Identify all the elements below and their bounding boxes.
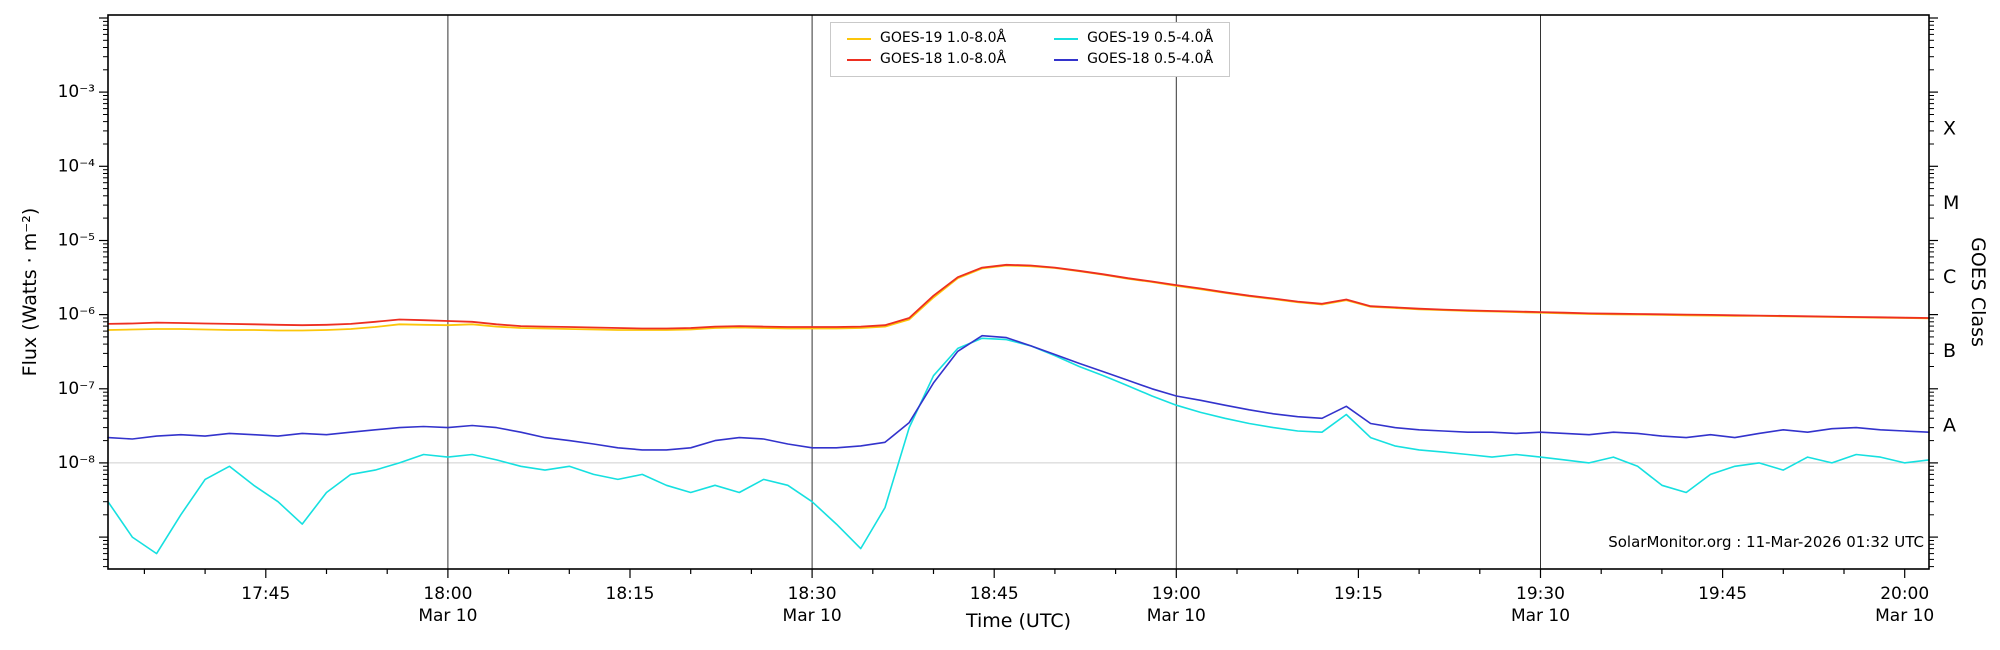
x-tick-date-label: Mar 10 <box>418 606 477 626</box>
goes-class-label: M <box>1943 192 1959 214</box>
series-line-goes-18-1-0-8-0 <box>107 263 1930 330</box>
y-tick-label: 10⁻⁸ <box>58 453 96 473</box>
legend-item-label: GOES-18 1.0-8.0Å <box>880 51 1007 68</box>
watermark: SolarMonitor.org : 11-Mar-2026 01:32 UTC <box>1608 533 1924 551</box>
legend-swatch-icon <box>1054 59 1079 62</box>
goes-class-label: A <box>1943 414 1956 436</box>
legend-item-label: GOES-19 0.5-4.0Å <box>1087 30 1214 46</box>
plot-border <box>107 14 1930 570</box>
goes-class-label: X <box>1943 118 1956 140</box>
right-axis-title: GOES Class <box>1967 237 1989 347</box>
y-tick-label: 10⁻⁷ <box>58 379 96 399</box>
legend-item-goes-19-1-0-8-0: GOES-19 1.0-8.0Å <box>847 30 1007 46</box>
legend: GOES-19 1.0-8.0Å GOES-18 1.0-8.0Å GOES-19 … <box>830 22 1231 77</box>
x-tick-label: 18:00 <box>423 584 472 604</box>
x-tick-label: 19:30 <box>1516 584 1565 604</box>
x-tick-label: 18:45 <box>970 584 1019 604</box>
x-axis-title: Time (UTC) <box>965 610 1072 632</box>
x-tick-label: 17:45 <box>241 584 290 604</box>
x-tick-date-label: Mar 10 <box>783 606 842 626</box>
goes-class-label: C <box>1943 266 1956 288</box>
legend-swatch-icon <box>1054 37 1079 40</box>
y-axis-title: Flux (Watts · m⁻²) <box>19 207 41 377</box>
x-tick-label: 18:15 <box>606 584 655 604</box>
y-tick-label: 10⁻⁵ <box>58 231 95 251</box>
legend-item-label: GOES-19 1.0-8.0Å <box>880 30 1007 46</box>
x-tick-date-label: Mar 10 <box>1511 606 1570 626</box>
legend-item-goes-19-0-5-4-0: GOES-19 0.5-4.0Å <box>1054 30 1214 46</box>
legend-item-label: GOES-18 0.5-4.0Å <box>1087 51 1214 68</box>
x-tick-date-label: Mar 10 <box>1147 606 1206 626</box>
y-tick-label: 10⁻³ <box>58 82 95 102</box>
x-tick-label: 18:30 <box>788 584 837 604</box>
legend-swatch-icon <box>847 59 871 62</box>
legend-swatch-icon <box>847 37 871 40</box>
series-line-goes-18-0-5-4-0 <box>107 334 1930 451</box>
legend-item-goes-18-1-0-8-0: GOES-18 1.0-8.0Å <box>847 51 1007 68</box>
x-tick-label: 20:00 <box>1880 584 1929 604</box>
x-tick-label: 19:00 <box>1152 584 1201 604</box>
goes-class-label: B <box>1943 340 1956 362</box>
y-tick-label: 10⁻⁶ <box>58 305 96 325</box>
x-tick-label: 19:15 <box>1334 584 1383 604</box>
y-tick-label: 10⁻⁴ <box>58 156 96 176</box>
legend-item-goes-18-0-5-4-0: GOES-18 0.5-4.0Å <box>1054 51 1214 68</box>
x-tick-date-label: Mar 10 <box>1875 606 1934 626</box>
series-line-goes-19-0-5-4-0 <box>107 337 1930 555</box>
x-tick-label: 19:45 <box>1698 584 1747 604</box>
